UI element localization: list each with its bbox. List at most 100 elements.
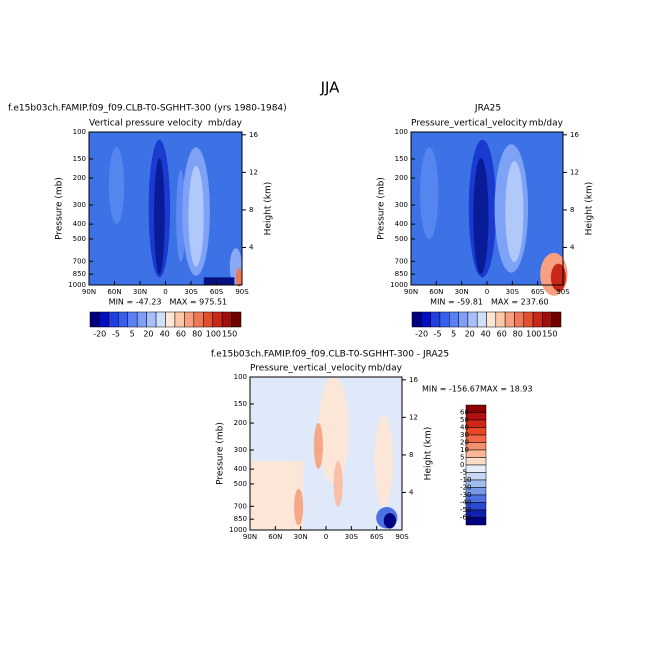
colorbar-box [184,311,195,328]
y-tick-label: 850 [395,270,408,278]
x-tick-label: 0 [324,533,328,541]
colorbar-label: -10 [460,476,471,484]
y-tick-label: 500 [234,480,247,488]
colorbar-label: 100 [526,330,541,339]
colorbar-box [465,464,487,473]
colorbar-box [551,311,562,328]
y2-tick-label: 8 [409,451,413,459]
colorbar-box [532,311,543,328]
colorbar-box [465,517,487,526]
y-tick-label: 850 [234,515,247,523]
figure-title: JJA [320,79,341,97]
colorbar-label: -20 [93,330,106,339]
colorbar-box [203,311,213,328]
y-tick-label: 400 [73,220,86,228]
colorbar-box [495,311,506,328]
field [250,461,304,530]
y-tick-label: 500 [395,235,408,243]
colorbar-label: 10 [460,446,469,454]
panel-title: JRA25 [474,104,501,114]
colorbar-label: 50 [460,416,469,424]
colorbar-label: 100 [206,330,221,339]
y2-axis-label: Height (km) [264,182,274,236]
y2-tick-label: 4 [570,243,575,251]
colorbar-label: 80 [192,330,202,339]
y-tick-label: 700 [234,502,247,510]
y-tick-label: 100 [395,128,408,136]
colorbar-box [465,442,487,451]
colorbar-box [504,311,515,328]
y-tick-label: 1000 [68,281,86,289]
y-tick-label: 400 [234,465,247,473]
colorbar-label: 20 [465,330,475,339]
colorbar-box [212,311,223,328]
y2-tick-label: 16 [570,131,579,139]
stat-label: MAX = 975.51 [170,298,228,307]
panel-subtitle: Vertical pressure velocity [89,119,203,129]
x-tick-label: 60S [370,533,384,541]
field [505,161,524,263]
colorbar-box [465,449,487,458]
y2-tick-label: 8 [249,206,253,214]
field [318,377,349,485]
x-tick-label: 30S [184,288,198,296]
colorbar-label: 60 [176,330,186,339]
y-tick-label: 150 [395,155,408,163]
x-tick-label: 30N [455,288,469,296]
colorbar-box [155,311,166,328]
colorbar-label: 60 [497,330,507,339]
colorbar-box [467,311,478,328]
y-tick-label: 200 [234,419,247,427]
colorbar-box [174,311,185,328]
y-tick-label: 500 [73,235,86,243]
x-tick-label: 90N [404,288,418,296]
colorbar-box [99,311,110,328]
x-tick-label: 90N [243,533,257,541]
x-tick-label: 60S [210,288,224,296]
colorbar-box [465,404,487,413]
panel-units: mb/day [368,364,403,374]
x-tick-label: 60S [531,288,545,296]
colorbar-box [476,311,487,328]
y-tick-label: 700 [395,257,408,265]
x-tick-label: 60N [429,288,443,296]
panel-title: f.e15b03ch.FAMIP.f09_f09.CLB-T0-SGHHT-30… [8,104,287,114]
y2-tick-label: 12 [249,168,258,176]
y2-tick-label: 12 [570,168,579,176]
panel-units: mb/day [208,119,243,129]
colorbar-label: -20 [460,484,471,492]
colorbar-box [486,311,497,328]
field [313,422,323,469]
colorbar-label: -5 [434,330,442,339]
field [203,277,235,285]
panel: JRA25 Pressure_vertical_velocity mb/day MIN… [377,104,595,339]
colorbar-box [542,311,552,328]
y2-axis-label: Height (km) [424,427,434,481]
x-tick-label: 30S [345,533,359,541]
colorbar-box [458,311,469,328]
field [374,415,393,508]
field [235,268,242,287]
field [383,513,396,529]
colorbar-label: 0 [460,461,464,469]
panel-units: mb/day [529,119,564,129]
y-tick-label: 400 [395,220,408,228]
y-tick-label: 1000 [390,281,408,289]
x-tick-label: 60N [107,288,121,296]
colorbar-box [514,311,524,328]
y2-tick-label: 4 [249,243,254,251]
colorbar-label: 40 [481,330,491,339]
y-tick-label: 300 [73,201,86,209]
x-tick-label: 90S [556,288,570,296]
y2-tick-label: 4 [409,488,414,496]
colorbar-label: 150 [222,330,237,339]
colorbar-box [89,311,100,328]
stat-label: MIN = -156.67 [422,385,480,394]
colorbar-label: 5 [130,330,135,339]
colorbar-box [465,427,487,436]
colorbar-box [136,311,147,328]
y-tick-label: 100 [73,128,86,136]
colorbar-label: -60 [460,514,471,522]
colorbar-box [411,311,422,328]
